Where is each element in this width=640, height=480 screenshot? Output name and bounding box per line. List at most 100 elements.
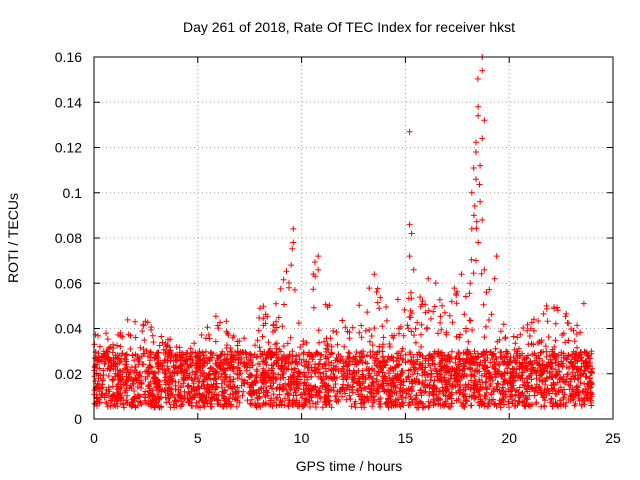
data-point bbox=[455, 363, 462, 370]
data-point bbox=[574, 369, 581, 376]
data-point bbox=[100, 367, 107, 374]
data-point bbox=[304, 376, 311, 383]
data-point bbox=[238, 355, 245, 362]
data-point bbox=[439, 384, 446, 391]
data-point bbox=[104, 400, 111, 407]
data-point bbox=[554, 402, 561, 409]
data-point bbox=[400, 378, 407, 385]
data-point bbox=[449, 319, 456, 326]
data-point bbox=[192, 349, 199, 356]
data-point bbox=[497, 349, 504, 356]
data-point bbox=[303, 382, 310, 388]
data-point bbox=[389, 390, 396, 397]
data-point bbox=[306, 353, 313, 359]
data-point bbox=[389, 332, 395, 339]
data-point bbox=[221, 367, 228, 374]
data-point bbox=[255, 327, 262, 334]
data-point bbox=[217, 319, 223, 326]
data-point bbox=[233, 403, 240, 410]
data-point bbox=[469, 327, 476, 333]
data-point bbox=[553, 372, 560, 379]
data-point bbox=[374, 299, 381, 306]
data-point bbox=[512, 357, 519, 364]
data-point bbox=[434, 370, 441, 377]
data-point bbox=[286, 397, 293, 403]
data-point bbox=[551, 351, 558, 358]
data-point bbox=[544, 386, 550, 393]
data-point bbox=[330, 362, 337, 369]
data-point bbox=[524, 366, 531, 373]
data-point bbox=[524, 388, 531, 395]
data-point bbox=[328, 343, 335, 350]
data-point bbox=[164, 388, 171, 394]
data-point bbox=[416, 352, 423, 358]
data-point bbox=[473, 225, 480, 232]
data-point bbox=[252, 342, 258, 349]
data-point bbox=[202, 348, 209, 355]
data-point bbox=[301, 373, 308, 380]
data-point bbox=[409, 380, 416, 387]
data-point bbox=[426, 352, 433, 359]
data-point bbox=[546, 390, 553, 397]
data-point bbox=[177, 394, 183, 401]
data-point bbox=[588, 370, 595, 377]
data-point bbox=[325, 359, 332, 366]
data-point bbox=[405, 367, 412, 374]
data-point bbox=[415, 400, 422, 407]
data-point bbox=[263, 388, 270, 395]
data-point bbox=[182, 352, 189, 358]
data-point bbox=[379, 348, 386, 355]
data-point bbox=[111, 393, 118, 400]
data-point bbox=[344, 373, 351, 380]
data-point bbox=[469, 372, 476, 379]
data-point bbox=[328, 375, 335, 382]
data-point bbox=[453, 333, 460, 340]
data-point bbox=[422, 309, 429, 316]
data-point bbox=[117, 400, 124, 407]
data-point bbox=[243, 364, 250, 371]
data-point bbox=[178, 361, 185, 368]
x-tick-label: 25 bbox=[605, 430, 621, 446]
data-point bbox=[253, 404, 260, 411]
data-point bbox=[296, 352, 302, 358]
y-tick-label: 0.1 bbox=[63, 185, 83, 201]
data-point bbox=[546, 373, 553, 380]
data-point bbox=[262, 320, 269, 327]
data-point bbox=[254, 353, 261, 360]
data-point bbox=[507, 387, 514, 394]
data-point-spike bbox=[543, 302, 550, 309]
data-point bbox=[114, 367, 121, 373]
data-point bbox=[578, 371, 585, 378]
data-point bbox=[564, 320, 571, 326]
data-point bbox=[586, 362, 593, 369]
data-point bbox=[204, 381, 211, 388]
x-tick-label: 5 bbox=[194, 430, 202, 446]
data-point bbox=[197, 367, 204, 374]
data-point bbox=[114, 381, 121, 388]
data-point bbox=[424, 382, 431, 389]
data-point bbox=[222, 360, 229, 367]
data-point bbox=[461, 371, 468, 378]
data-point bbox=[224, 396, 230, 403]
data-point bbox=[502, 335, 509, 342]
data-point bbox=[560, 378, 567, 385]
data-point bbox=[417, 387, 424, 394]
data-point bbox=[286, 390, 293, 397]
data-point bbox=[219, 403, 226, 410]
data-point bbox=[327, 335, 334, 342]
data-point bbox=[401, 306, 408, 313]
data-point bbox=[332, 381, 339, 387]
data-point bbox=[145, 369, 152, 376]
data-point bbox=[406, 349, 413, 356]
data-point bbox=[402, 395, 409, 401]
data-point bbox=[255, 386, 262, 393]
data-point bbox=[351, 400, 358, 407]
data-point bbox=[528, 376, 535, 383]
data-point bbox=[327, 351, 334, 358]
data-point bbox=[323, 368, 330, 375]
data-point bbox=[572, 360, 579, 367]
data-point bbox=[399, 389, 406, 395]
data-point bbox=[265, 339, 272, 346]
data-point bbox=[326, 401, 333, 408]
data-point bbox=[358, 322, 365, 329]
